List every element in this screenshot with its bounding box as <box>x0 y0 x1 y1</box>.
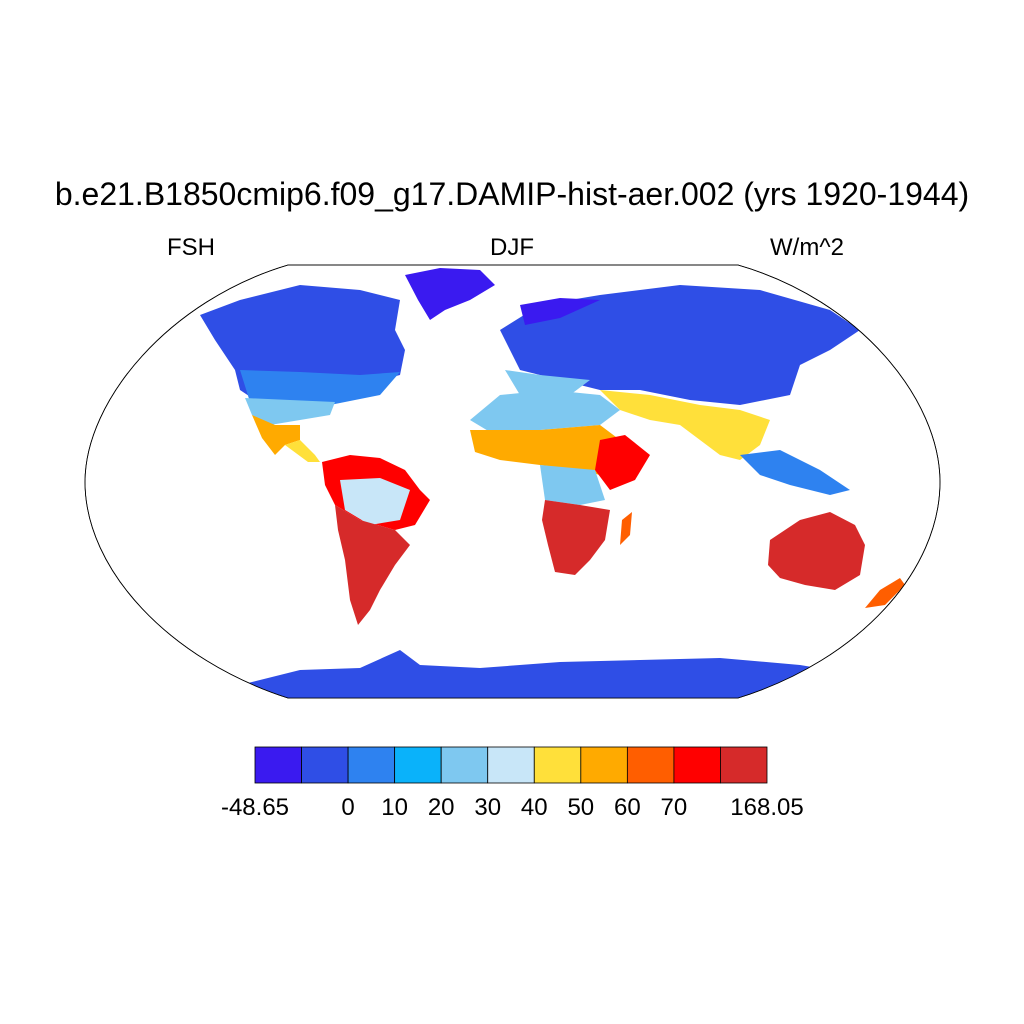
mexico <box>252 415 300 455</box>
southeast-asia <box>740 450 850 495</box>
colorbar-label: 10 <box>381 794 408 821</box>
colorbar-label: 0 <box>341 794 354 821</box>
colorbar-label: 60 <box>614 794 641 821</box>
new-zealand <box>865 578 905 608</box>
season-label: DJF <box>490 234 534 261</box>
colorbar-label: -48.65 <box>221 794 289 821</box>
colorbar-labels: -48.65 0 10 20 30 40 50 60 70 168.05 <box>221 794 804 821</box>
horn-of-africa <box>595 435 650 490</box>
colorbar-box <box>720 746 768 784</box>
africa-south <box>542 500 610 575</box>
colorbar-box <box>580 746 628 784</box>
north-america-south <box>245 398 335 425</box>
colorbar-box <box>394 746 442 784</box>
south-america-amazon <box>340 478 410 525</box>
colorbar-box <box>254 746 302 784</box>
africa-central <box>540 465 605 505</box>
colorbar-label: 30 <box>474 794 501 821</box>
eurasia-north <box>500 285 860 405</box>
map-border <box>84 264 941 699</box>
colorbar-label: 40 <box>521 794 548 821</box>
colorbar-box <box>487 746 535 784</box>
land-layer <box>200 268 905 698</box>
central-america <box>285 440 320 462</box>
europe-south <box>505 370 590 395</box>
colorbar-box <box>440 746 489 784</box>
colorbar-box <box>533 746 582 784</box>
africa-north <box>470 390 620 432</box>
antarctica <box>200 650 860 698</box>
colorbar-box <box>626 746 675 784</box>
colorbar-boxes <box>254 746 768 784</box>
colorbar-box <box>673 746 721 784</box>
plot-title: b.e21.B1850cmip6.f09_g17.DAMIP-hist-aer.… <box>54 176 970 212</box>
colorbar-label: 20 <box>428 794 455 821</box>
greenland <box>405 268 495 320</box>
eurasia-arctic <box>520 298 600 325</box>
colorbar-label: 168.05 <box>730 794 803 821</box>
colorbar-label: 70 <box>661 794 688 821</box>
middle-east-asia <box>600 390 770 460</box>
madagascar <box>620 512 632 545</box>
australia <box>768 512 865 590</box>
colorbar-box <box>301 746 349 784</box>
units-label: W/m^2 <box>770 234 844 261</box>
variable-label: FSH <box>167 234 215 261</box>
colorbar-label: 50 <box>567 794 594 821</box>
colorbar-box <box>347 746 396 784</box>
north-america-mid <box>240 370 400 405</box>
south-america-south <box>335 505 410 625</box>
